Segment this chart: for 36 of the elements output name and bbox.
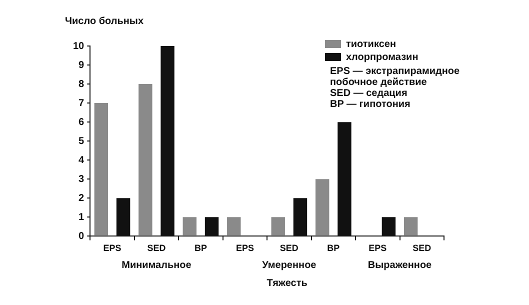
bar [271, 217, 285, 236]
bar [316, 179, 330, 236]
bar [94, 103, 108, 236]
x-tick-label: SED [147, 243, 166, 254]
y-tick-label: 9 [78, 60, 85, 71]
x-tick-label: EPS [236, 243, 254, 254]
x-tick-label: BP [327, 243, 340, 254]
x-tick-label: SED [412, 243, 432, 254]
y-tick-label: 7 [78, 98, 85, 109]
y-tick-label: 3 [78, 174, 85, 185]
y-tick-label: 0 [78, 230, 85, 242]
legend-label: хлорпромазин [346, 52, 418, 63]
y-tick-label: 10 [73, 40, 85, 52]
bar [138, 84, 152, 236]
text: Умеренное [262, 260, 317, 272]
bar [404, 217, 418, 236]
annotation: BP — гипотония [330, 99, 412, 110]
text: Минимальное [122, 260, 192, 272]
x-tick-label: SED [280, 243, 299, 254]
y-tick-label: 2 [78, 192, 85, 204]
y-axis-title: Число больных [65, 16, 144, 27]
y-tick-label: 1 [78, 212, 85, 223]
x-tick-label: EPS [368, 243, 387, 254]
x-axis-title: Тяжесть [266, 278, 308, 290]
annotation: EPS — экстрапирамидное побочное действие [330, 66, 461, 88]
x-tick-label: BP [194, 243, 207, 254]
x-tick-label: EPS [103, 243, 122, 254]
y-tick-label: 5 [78, 136, 85, 147]
y-tick-label: 4 [78, 154, 85, 166]
y-tick-label: 6 [78, 116, 85, 128]
bar [182, 217, 197, 236]
bar [227, 217, 241, 236]
text: Выраженное [368, 260, 432, 272]
annotation: SED — седация [330, 88, 408, 99]
y-tick-label: 8 [78, 78, 85, 90]
legend-label: тиотиксен [346, 38, 396, 50]
